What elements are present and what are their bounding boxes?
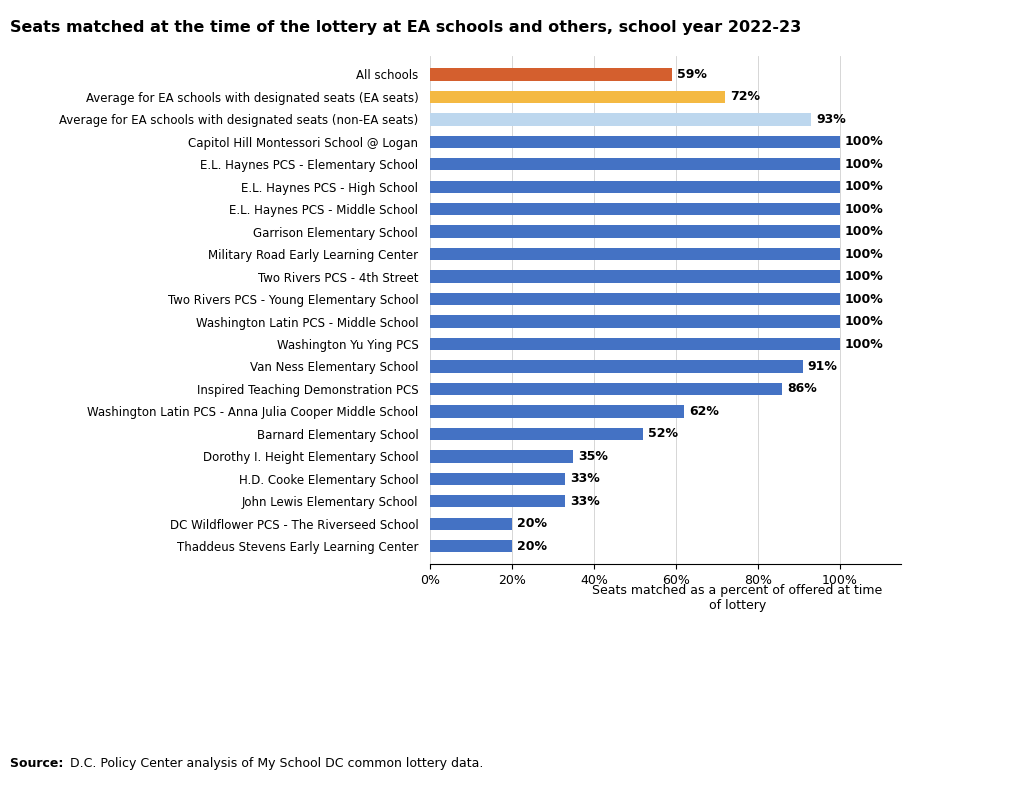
- Bar: [430, 472, 565, 485]
- Bar: [430, 383, 782, 395]
- Bar: [430, 517, 512, 530]
- Bar: [430, 495, 565, 508]
- Text: 100%: 100%: [845, 135, 884, 148]
- Text: Seats matched at the time of the lottery at EA schools and others, school year 2: Seats matched at the time of the lottery…: [10, 20, 802, 35]
- Text: 100%: 100%: [845, 247, 884, 260]
- Text: D.C. Policy Center analysis of My School DC common lottery data.: D.C. Policy Center analysis of My School…: [70, 757, 483, 770]
- Bar: [430, 91, 725, 103]
- Text: 100%: 100%: [845, 293, 884, 305]
- Text: 59%: 59%: [677, 68, 707, 81]
- Text: 20%: 20%: [517, 517, 547, 530]
- Text: 20%: 20%: [517, 540, 547, 553]
- Bar: [430, 226, 840, 238]
- Bar: [430, 113, 811, 126]
- Bar: [430, 451, 573, 463]
- Bar: [430, 405, 684, 418]
- Text: 100%: 100%: [845, 315, 884, 328]
- Text: 52%: 52%: [648, 427, 678, 440]
- Bar: [430, 135, 840, 148]
- Text: 100%: 100%: [845, 270, 884, 283]
- Text: 72%: 72%: [730, 90, 760, 103]
- Text: Source:: Source:: [10, 757, 68, 770]
- Bar: [430, 248, 840, 260]
- Bar: [430, 338, 840, 350]
- Bar: [430, 203, 840, 215]
- Text: 93%: 93%: [816, 113, 846, 126]
- Bar: [430, 158, 840, 170]
- Text: 100%: 100%: [845, 225, 884, 238]
- Text: 62%: 62%: [689, 405, 719, 418]
- Bar: [430, 360, 803, 372]
- Bar: [430, 293, 840, 305]
- Bar: [430, 315, 840, 328]
- Text: 86%: 86%: [787, 383, 817, 396]
- Text: 33%: 33%: [570, 495, 600, 508]
- Bar: [430, 540, 512, 552]
- Text: 100%: 100%: [845, 158, 884, 171]
- Bar: [430, 271, 840, 283]
- Text: Seats matched as a percent of offered at time
of lottery: Seats matched as a percent of offered at…: [592, 584, 883, 613]
- Text: 91%: 91%: [808, 360, 838, 373]
- Bar: [430, 69, 672, 81]
- Text: 33%: 33%: [570, 472, 600, 485]
- Bar: [430, 181, 840, 193]
- Text: 35%: 35%: [579, 450, 608, 463]
- Text: 100%: 100%: [845, 338, 884, 351]
- Text: 100%: 100%: [845, 202, 884, 216]
- Bar: [430, 428, 643, 440]
- Text: 100%: 100%: [845, 181, 884, 193]
